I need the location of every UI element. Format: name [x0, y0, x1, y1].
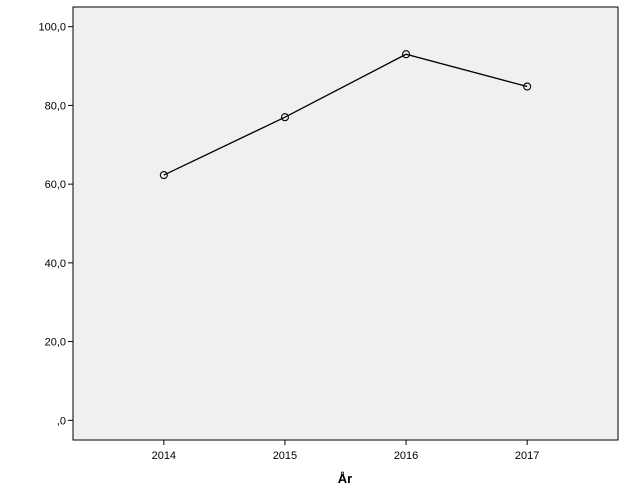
plot-area — [72, 6, 619, 441]
y-tick-label: 60,0 — [45, 179, 66, 191]
series-line — [163, 53, 528, 176]
series-layer — [159, 50, 532, 180]
y-tick-label: 40,0 — [45, 258, 66, 270]
y-tick-label: 80,0 — [45, 100, 66, 112]
x-axis-title: År — [338, 471, 352, 486]
y-tick-label: 20,0 — [45, 337, 66, 349]
x-tick-label: 2017 — [515, 450, 539, 462]
data-point — [280, 113, 289, 122]
data-point — [402, 50, 411, 59]
x-tick-label: 2015 — [273, 450, 297, 462]
x-tick-label: 2016 — [394, 450, 418, 462]
x-axis: 2014 2015 2016 2017 — [152, 440, 539, 462]
y-axis: ,0 20,0 40,0 60,0 80,0 100,0 — [38, 22, 73, 427]
y-tick-label: 100,0 — [38, 22, 66, 34]
data-point — [523, 82, 532, 91]
x-tick-label: 2014 — [152, 450, 176, 462]
y-tick-label: ,0 — [57, 415, 66, 427]
data-point — [159, 171, 168, 180]
